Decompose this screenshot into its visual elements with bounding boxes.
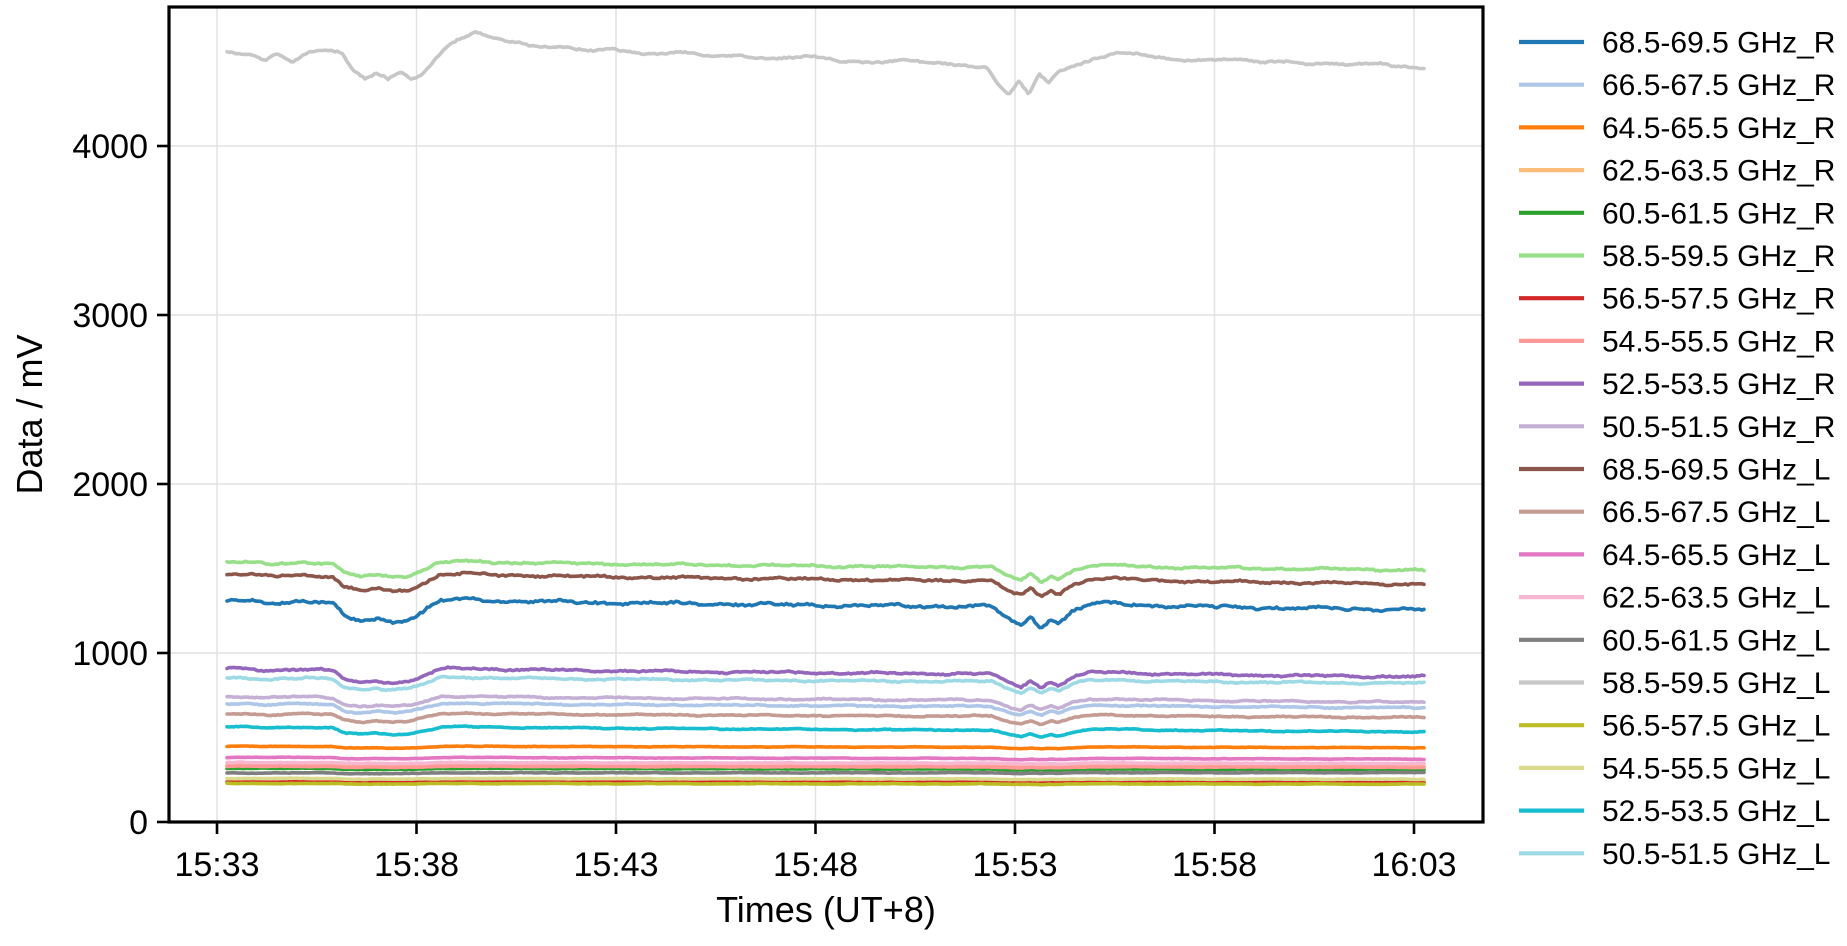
- legend-label: 64.5-65.5 GHz_L: [1602, 539, 1830, 572]
- x-tick-label: 15:48: [773, 846, 858, 884]
- x-tick-label: 16:03: [1371, 846, 1456, 884]
- legend-label: 66.5-67.5 GHz_L: [1602, 496, 1830, 529]
- legend-item-56-5-57-5-ghz-l: 56.5-57.5 GHz_L: [1519, 710, 1830, 743]
- legend-item-50-5-51-5-ghz-l: 50.5-51.5 GHz_L: [1519, 838, 1830, 871]
- legend-label: 52.5-53.5 GHz_R: [1602, 368, 1835, 401]
- legend-item-64-5-65-5-ghz-l: 64.5-65.5 GHz_L: [1519, 539, 1830, 572]
- series-line-54-5-55-5-ghz-l: [225, 776, 1426, 782]
- series-line-60-5-61-5-ghz-l: [225, 770, 1426, 776]
- series-line-56-5-57-5-ghz-l: [225, 781, 1426, 787]
- series-line-58-5-59-5-ghz-l: [225, 30, 1426, 96]
- y-tick-label: 2000: [72, 466, 148, 504]
- series-line-66-5-67-5-ghz-r: [225, 701, 1426, 718]
- series-line-54-5-55-5-ghz-r: [225, 764, 1426, 770]
- legend: 68.5-69.5 GHz_R 66.5-67.5 GHz_R 64.5-65.5 …: [1519, 27, 1835, 871]
- x-tick-label: 15:58: [1172, 846, 1257, 884]
- legend-label: 60.5-61.5 GHz_L: [1602, 624, 1830, 657]
- legend-item-58-5-59-5-ghz-r: 58.5-59.5 GHz_R: [1519, 240, 1835, 273]
- legend-item-64-5-65-5-ghz-r: 64.5-65.5 GHz_R: [1519, 112, 1835, 145]
- series-line-64-5-65-5-ghz-l: [225, 755, 1426, 762]
- y-tick-label: 3000: [72, 297, 148, 335]
- y-tick-label: 4000: [72, 128, 148, 166]
- axis-ticks: 15:33 15:38 15:43 15:48 15:53 15:58 16:03 0 1000…: [72, 128, 1456, 884]
- x-tick-label: 15:43: [573, 846, 658, 884]
- legend-item-62-5-63-5-ghz-l: 62.5-63.5 GHz_L: [1519, 582, 1830, 615]
- legend-label: 52.5-53.5 GHz_L: [1602, 795, 1830, 828]
- legend-item-52-5-53-5-ghz-r: 52.5-53.5 GHz_R: [1519, 368, 1835, 401]
- legend-label: 68.5-69.5 GHz_R: [1602, 27, 1835, 60]
- legend-item-50-5-51-5-ghz-r: 50.5-51.5 GHz_R: [1519, 411, 1835, 444]
- legend-label: 50.5-51.5 GHz_R: [1602, 411, 1835, 444]
- series-line-60-5-61-5-ghz-r: [225, 766, 1426, 772]
- legend-item-52-5-53-5-ghz-l: 52.5-53.5 GHz_L: [1519, 795, 1830, 828]
- legend-item-54-5-55-5-ghz-l: 54.5-55.5 GHz_L: [1519, 752, 1830, 785]
- plot-border: [167, 5, 1485, 824]
- legend-label: 54.5-55.5 GHz_R: [1602, 325, 1835, 358]
- x-axis-label: Times (UT+8): [716, 889, 936, 930]
- x-tick-label: 15:33: [174, 846, 259, 884]
- series-line-68-5-69-5-ghz-l: [225, 570, 1426, 599]
- series-line-66-5-67-5-ghz-l: [225, 711, 1426, 727]
- series-line-62-5-63-5-ghz-l: [225, 760, 1426, 766]
- legend-item-54-5-55-5-ghz-r: 54.5-55.5 GHz_R: [1519, 325, 1835, 358]
- legend-label: 60.5-61.5 GHz_R: [1602, 197, 1835, 230]
- series-line-52-5-53-5-ghz-r: [225, 665, 1426, 690]
- series-line-50-5-51-5-ghz-l: [225, 674, 1426, 696]
- series-line-52-5-53-5-ghz-l: [225, 724, 1426, 739]
- legend-label: 50.5-51.5 GHz_L: [1602, 838, 1830, 871]
- legend-label: 64.5-65.5 GHz_R: [1602, 112, 1835, 145]
- legend-label: 62.5-63.5 GHz_R: [1602, 155, 1835, 188]
- legend-item-68-5-69-5-ghz-r: 68.5-69.5 GHz_R: [1519, 27, 1835, 60]
- legend-item-62-5-63-5-ghz-r: 62.5-63.5 GHz_R: [1519, 155, 1835, 188]
- legend-item-66-5-67-5-ghz-r: 66.5-67.5 GHz_R: [1519, 69, 1835, 102]
- y-tick-label: 1000: [72, 635, 148, 673]
- legend-item-56-5-57-5-ghz-r: 56.5-57.5 GHz_R: [1519, 283, 1835, 316]
- series-line-68-5-69-5-ghz-r: [225, 596, 1426, 630]
- legend-item-60-5-61-5-ghz-r: 60.5-61.5 GHz_R: [1519, 197, 1835, 230]
- legend-item-68-5-69-5-ghz-l: 68.5-69.5 GHz_L: [1519, 454, 1830, 487]
- legend-label: 62.5-63.5 GHz_L: [1602, 582, 1830, 615]
- legend-label: 58.5-59.5 GHz_L: [1602, 667, 1830, 700]
- legend-label: 56.5-57.5 GHz_R: [1602, 283, 1835, 316]
- y-axis-label: Data / mV: [9, 334, 50, 494]
- legend-label: 66.5-67.5 GHz_R: [1602, 69, 1835, 102]
- legend-item-58-5-59-5-ghz-l: 58.5-59.5 GHz_L: [1519, 667, 1830, 700]
- legend-label: 58.5-59.5 GHz_R: [1602, 240, 1835, 273]
- series-line-64-5-65-5-ghz-r: [225, 744, 1426, 751]
- legend-label: 54.5-55.5 GHz_L: [1602, 752, 1830, 785]
- series-line-58-5-59-5-ghz-r: [225, 558, 1426, 585]
- x-tick-label: 15:38: [374, 846, 459, 884]
- x-tick-label: 15:53: [972, 846, 1057, 884]
- legend-label: 68.5-69.5 GHz_L: [1602, 454, 1830, 487]
- legend-label: 56.5-57.5 GHz_L: [1602, 710, 1830, 743]
- legend-item-66-5-67-5-ghz-l: 66.5-67.5 GHz_L: [1519, 496, 1830, 529]
- legend-item-60-5-61-5-ghz-l: 60.5-61.5 GHz_L: [1519, 624, 1830, 657]
- y-tick-label: 0: [129, 804, 148, 842]
- series-line-50-5-51-5-ghz-r: [225, 694, 1426, 712]
- plot-lines: [225, 30, 1426, 787]
